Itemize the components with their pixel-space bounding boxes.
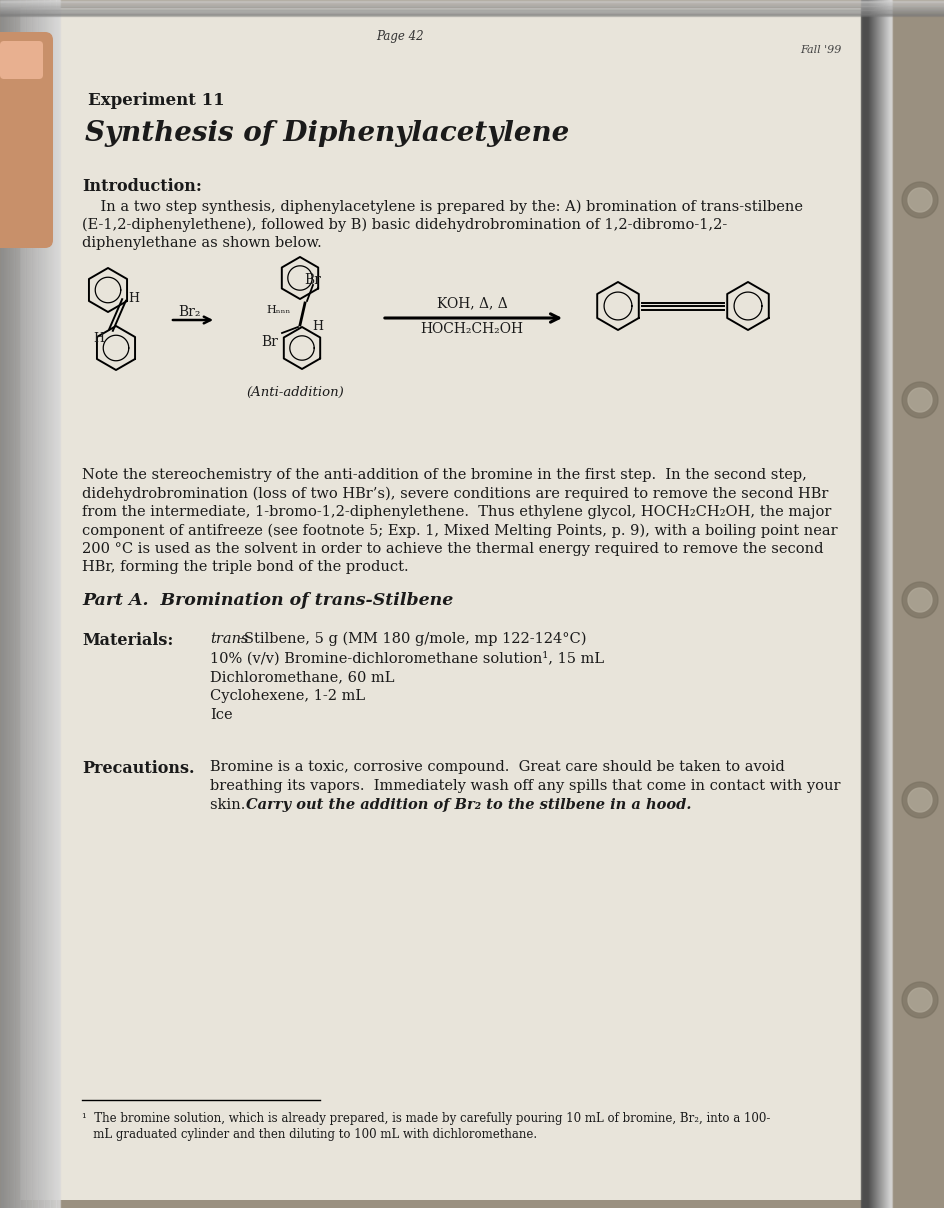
Text: Bromine is a toxic, corrosive compound.  Great care should be taken to avoid: Bromine is a toxic, corrosive compound. … <box>210 760 784 774</box>
FancyBboxPatch shape <box>20 8 890 1200</box>
Polygon shape <box>902 182 938 217</box>
Text: Experiment 11: Experiment 11 <box>88 92 225 109</box>
Text: Note the stereochemistry of the anti-addition of the bromine in the first step. : Note the stereochemistry of the anti-add… <box>82 467 807 482</box>
Text: Precautions.: Precautions. <box>82 760 194 777</box>
Text: Br: Br <box>261 335 278 349</box>
Polygon shape <box>908 188 932 211</box>
Text: breathing its vapors.  Immediately wash off any spills that come in contact with: breathing its vapors. Immediately wash o… <box>210 779 840 792</box>
Text: Dichloromethane, 60 mL: Dichloromethane, 60 mL <box>210 670 395 684</box>
FancyBboxPatch shape <box>0 31 53 248</box>
Text: ¹  The bromine solution, which is already prepared, is made by carefully pouring: ¹ The bromine solution, which is already… <box>82 1113 770 1125</box>
Polygon shape <box>908 388 932 412</box>
Text: Br: Br <box>305 273 322 288</box>
Text: mL graduated cylinder and then diluting to 100 mL with dichloromethane.: mL graduated cylinder and then diluting … <box>82 1128 537 1142</box>
Text: diphenylethane as shown below.: diphenylethane as shown below. <box>82 236 322 250</box>
Polygon shape <box>902 982 938 1018</box>
Polygon shape <box>908 988 932 1012</box>
Text: HBr, forming the triple bond of the product.: HBr, forming the triple bond of the prod… <box>82 561 409 575</box>
Text: H: H <box>312 320 323 333</box>
Text: 200 °C is used as the solvent in order to achieve the thermal energy required to: 200 °C is used as the solvent in order t… <box>82 542 823 556</box>
Polygon shape <box>902 382 938 418</box>
Text: Cyclohexene, 1-2 mL: Cyclohexene, 1-2 mL <box>210 689 365 703</box>
Text: skin.: skin. <box>210 798 255 812</box>
Text: (Anti-addition): (Anti-addition) <box>246 387 344 399</box>
Polygon shape <box>908 788 932 812</box>
Text: component of antifreeze (see footnote 5; Exp. 1, Mixed Melting Points, p. 9), wi: component of antifreeze (see footnote 5;… <box>82 523 837 538</box>
Text: H: H <box>128 292 139 304</box>
Text: Page 42: Page 42 <box>377 30 424 43</box>
Text: H: H <box>93 332 104 345</box>
Text: trans: trans <box>210 632 248 646</box>
Text: from the intermediate, 1-bromo-1,2-diphenylethene.  Thus ethylene glycol, HOCH₂C: from the intermediate, 1-bromo-1,2-diphe… <box>82 505 832 519</box>
Polygon shape <box>902 582 938 618</box>
Text: In a two step synthesis, diphenylacetylene is prepared by the: A) bromination of: In a two step synthesis, diphenylacetyle… <box>82 201 803 214</box>
Text: Br₂: Br₂ <box>178 304 201 319</box>
Text: 10% (v/v) Bromine-dichloromethane solution¹, 15 mL: 10% (v/v) Bromine-dichloromethane soluti… <box>210 651 604 666</box>
FancyBboxPatch shape <box>0 41 43 79</box>
Text: Synthesis of Diphenylacetylene: Synthesis of Diphenylacetylene <box>85 120 569 147</box>
Text: KOH, Δ, Δ: KOH, Δ, Δ <box>437 296 507 310</box>
Text: Fall '99: Fall '99 <box>800 45 841 56</box>
Text: Carry out the addition of Br₂ to the stilbene in a hood.: Carry out the addition of Br₂ to the sti… <box>246 798 692 812</box>
Text: Ice: Ice <box>210 708 232 722</box>
Text: Materials:: Materials: <box>82 632 174 649</box>
Polygon shape <box>902 782 938 818</box>
Text: Hₙₙₙ: Hₙₙₙ <box>267 304 291 315</box>
Polygon shape <box>908 588 932 612</box>
Text: (E-1,2-diphenylethene), followed by B) basic didehydrobromination of 1,2-dibromo: (E-1,2-diphenylethene), followed by B) b… <box>82 217 727 232</box>
Text: HOCH₂CH₂OH: HOCH₂CH₂OH <box>420 323 524 336</box>
Text: didehydrobromination (loss of two HBr’s), severe conditions are required to remo: didehydrobromination (loss of two HBr’s)… <box>82 487 829 501</box>
Text: Introduction:: Introduction: <box>82 178 202 194</box>
Text: -Stilbene, 5 g (MM 180 g/mole, mp 122-124°C): -Stilbene, 5 g (MM 180 g/mole, mp 122-12… <box>239 632 586 646</box>
Text: Part A.  Bromination of trans-Stilbene: Part A. Bromination of trans-Stilbene <box>82 592 453 609</box>
